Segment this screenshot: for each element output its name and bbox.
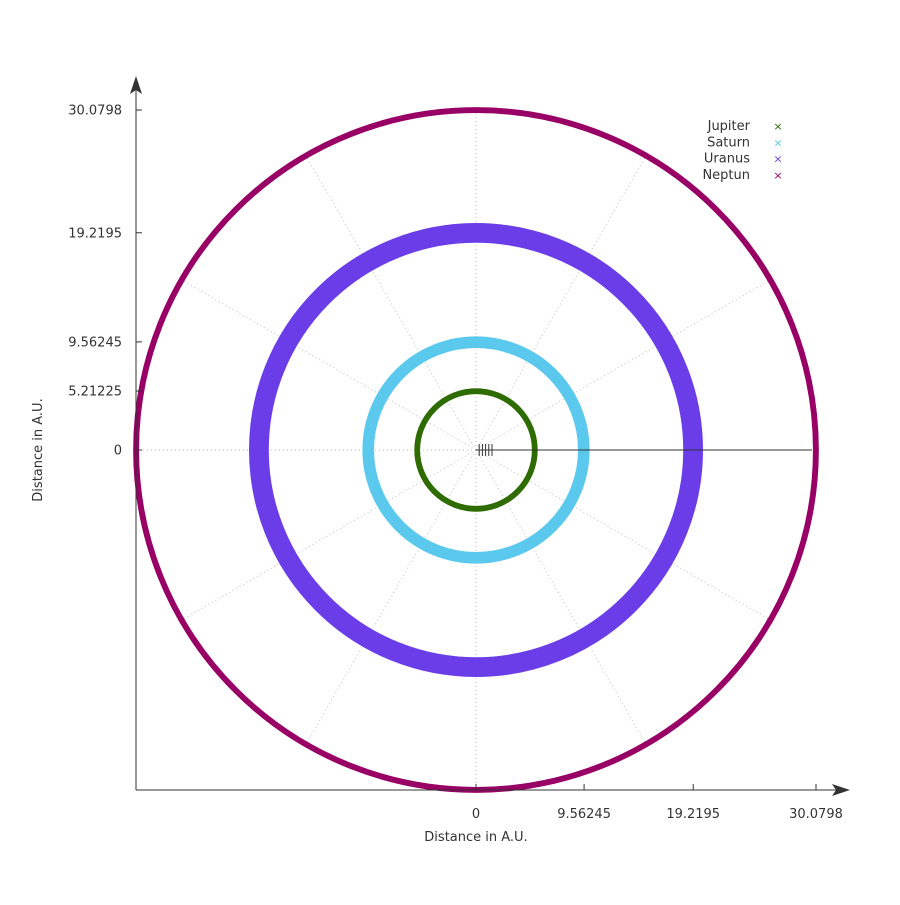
legend-marker: × [773, 136, 782, 149]
y-tick-label: 30.0798 [68, 104, 122, 119]
axis-labels: Distance in A.U. Distance in A.U. [31, 398, 528, 845]
legend-label: Jupiter [707, 119, 751, 134]
polar-grid-line [305, 155, 477, 451]
tick-labels: 0 9.56245 19.2195 30.0798 30.0798 19.2195 9.56… [68, 104, 843, 823]
legend-label: Uranus [704, 152, 750, 167]
polar-grid-line [181, 449, 477, 621]
y-tick-label: 0 [114, 444, 122, 459]
y-tick-label: 9.56245 [68, 335, 122, 350]
polar-grid-line [305, 449, 477, 745]
axes [130, 76, 850, 796]
legend-marker: × [773, 153, 782, 166]
legend-label: Saturn [707, 135, 750, 150]
y-axis-label: Distance in A.U. [31, 398, 46, 501]
y-axis-arrow [130, 76, 142, 94]
legend: Jupiter × Saturn × Uranus × Neptun × [702, 119, 782, 183]
x-tick-label: 19.2195 [666, 807, 720, 822]
polar-grid-line [181, 279, 477, 451]
polar-grid-line [475, 449, 771, 621]
x-tick-label: 9.56245 [557, 807, 611, 822]
legend-label: Neptun [702, 168, 750, 183]
legend-marker: × [773, 169, 782, 182]
polar-grid-line [475, 155, 647, 451]
y-tick-label: 5.21225 [68, 385, 122, 400]
polar-grid-line [475, 449, 647, 745]
x-tick-label: 30.0798 [789, 807, 843, 822]
x-axis-arrow [832, 784, 850, 796]
y-tick-label: 19.2195 [68, 226, 122, 241]
polar-grid-line [475, 279, 771, 451]
x-axis-label: Distance in A.U. [424, 830, 527, 845]
x-tick-label: 0 [472, 807, 480, 822]
legend-marker: × [773, 120, 782, 133]
